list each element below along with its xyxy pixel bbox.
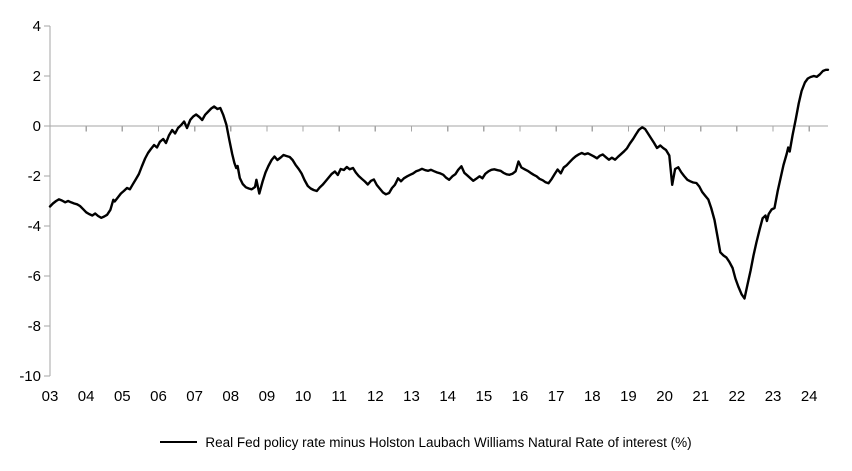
x-axis-tick-label: 13: [403, 388, 420, 405]
y-axis-tick-label: -8: [28, 318, 41, 335]
x-axis-tick-label: 12: [367, 388, 384, 405]
x-axis-tick-label: 16: [512, 388, 529, 405]
legend: Real Fed policy rate minus Holston Lauba…: [0, 432, 852, 452]
y-axis-tick-label: -6: [28, 268, 41, 285]
y-axis-tick-label: -10: [19, 368, 41, 385]
x-axis-tick-label: 14: [439, 388, 456, 405]
x-axis-tick-label: 04: [78, 388, 95, 405]
x-axis-tick-label: 07: [186, 388, 203, 405]
x-axis-tick-label: 23: [765, 388, 782, 405]
x-axis-tick-label: 24: [801, 388, 818, 405]
x-axis-tick-label: 03: [42, 388, 59, 405]
x-axis-tick-label: 19: [620, 388, 637, 405]
x-axis-tick-label: 06: [150, 388, 167, 405]
x-axis-tick-label: 09: [259, 388, 276, 405]
x-axis-tick-label: 15: [475, 388, 492, 405]
y-axis-tick-label: -2: [28, 168, 41, 185]
x-axis-tick-label: 05: [114, 388, 131, 405]
series-line: [48, 68, 830, 300]
y-axis-tick-label: 4: [33, 18, 41, 35]
y-axis-tick-label: -4: [28, 218, 41, 235]
x-axis-tick-label: 10: [295, 388, 312, 405]
x-axis-tick-label: 17: [548, 388, 565, 405]
y-axis-tick-label: 2: [33, 68, 41, 85]
x-axis-tick-label: 11: [331, 388, 347, 405]
x-axis-tick-label: 20: [656, 388, 673, 405]
y-axis-tick-label: 0: [33, 118, 41, 135]
x-axis-tick-label: 08: [222, 388, 239, 405]
x-axis-tick-label: 21: [692, 388, 709, 405]
x-axis-tick-label: 18: [584, 388, 601, 405]
legend-label: Real Fed policy rate minus Holston Lauba…: [205, 434, 692, 450]
legend-line-sample: [160, 441, 198, 443]
x-axis-tick-label: 22: [729, 388, 746, 405]
